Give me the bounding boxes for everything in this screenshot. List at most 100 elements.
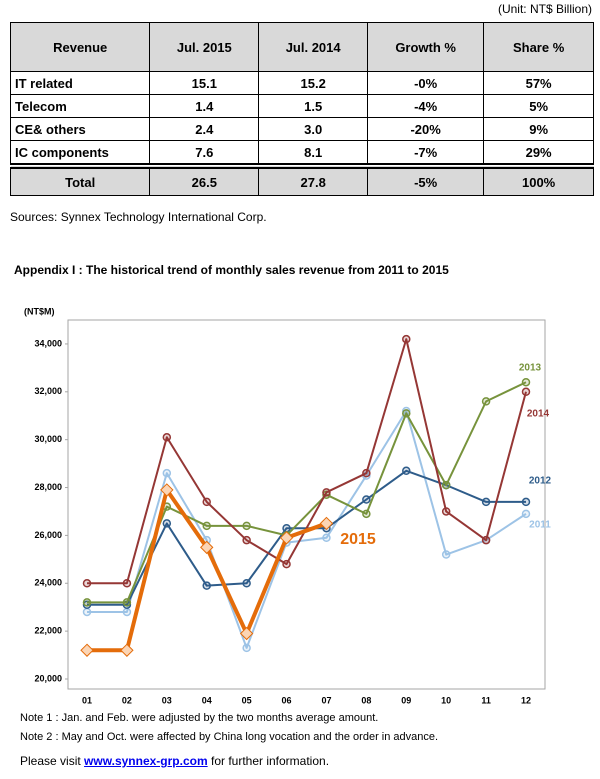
marker: [402, 466, 411, 476]
table-cell: 8.1: [258, 140, 369, 167]
table-cell: 5%: [483, 94, 594, 118]
table-cell: 15.1: [149, 71, 260, 95]
marker: [162, 433, 172, 442]
table-cell: 2.4: [149, 117, 260, 141]
table-cell: 100%: [483, 163, 594, 196]
table-cell: Jul. 2015: [149, 22, 260, 72]
table-cell: 7.6: [149, 140, 260, 167]
marker: [82, 607, 92, 617]
x-tick-label: 04: [202, 695, 212, 705]
marker: [441, 480, 451, 490]
marker: [162, 519, 172, 528]
table-cell: 27.8: [258, 163, 369, 196]
marker: [82, 579, 92, 588]
table-cell: -4%: [367, 94, 485, 118]
table-cell: 15.2: [258, 71, 369, 95]
table-cell: Telecom: [9, 94, 151, 118]
note: Note 1 : Jan. and Feb. were adjusted by …: [20, 712, 379, 724]
table-row: Revenue Jul. 2015 Jul. 2014 Growth % Share %: [9, 22, 594, 72]
y-tick-label: 26,000: [34, 530, 62, 540]
x-tick-label: 12: [521, 695, 531, 705]
marker: [122, 607, 132, 617]
table-cell: 57%: [483, 71, 594, 95]
marker: [242, 521, 251, 531]
marker: [322, 533, 331, 543]
y-tick-label: 22,000: [34, 626, 62, 636]
table-cell: Growth %: [367, 22, 485, 72]
table-cell: -20%: [367, 117, 485, 141]
table-row: IT related 15.1 15.2 -0% 57%: [9, 71, 594, 95]
marker: [481, 535, 491, 545]
series-line: [87, 409, 527, 649]
visit-text: Please visit: [20, 754, 81, 768]
marker: [122, 598, 132, 607]
table-cell: 29%: [483, 140, 594, 167]
marker: [282, 559, 291, 569]
table-cell: IC components: [9, 140, 151, 167]
marker: [202, 497, 211, 507]
marker: [122, 579, 132, 588]
marker: [200, 540, 214, 555]
table-cell: -0%: [367, 71, 485, 95]
marker: [80, 643, 94, 657]
x-tick-label: 06: [282, 695, 292, 705]
table-cell: CE& others: [9, 117, 151, 141]
appendix-title: Appendix I : The historical trend of mon…: [14, 263, 449, 277]
note: Note 2 : May and Oct. were affected by C…: [20, 731, 439, 743]
y-tick-label: 32,000: [34, 386, 62, 396]
marker: [402, 334, 411, 344]
table-cell: 9%: [483, 117, 594, 141]
table-row: Telecom 1.4 1.5 -4% 5%: [9, 94, 594, 118]
y-tick-label: 34,000: [34, 338, 62, 348]
marker: [362, 509, 371, 519]
y-tick-label: 20,000: [34, 673, 62, 683]
unit-note: (Unit: NT$ Billion): [497, 2, 592, 16]
marker: [319, 516, 334, 531]
y-tick-label: 28,000: [34, 482, 62, 492]
marker: [242, 579, 251, 588]
marker: [441, 507, 451, 516]
x-tick-label: 09: [401, 695, 411, 705]
marker: [322, 488, 331, 497]
marker: [242, 643, 251, 653]
sources: Sources: Synnex Technology International…: [10, 210, 267, 224]
marker: [441, 550, 451, 559]
x-tick-label: 02: [122, 695, 132, 705]
series-label: 2011: [529, 520, 551, 531]
table-cell: IT related: [9, 71, 151, 95]
table-cell: Share %: [483, 22, 594, 72]
series-line: [87, 338, 527, 585]
marker: [362, 495, 371, 504]
marker: [202, 521, 211, 531]
x-tick-label: 08: [361, 695, 371, 705]
series-label: 2014: [527, 409, 550, 420]
x-tick-label: 11: [481, 695, 491, 705]
marker: [282, 523, 291, 533]
table-cell: 1.4: [149, 94, 260, 118]
marker: [120, 643, 134, 657]
plot-area: [67, 319, 546, 690]
series-label: 2015: [340, 531, 376, 548]
visit-line: Please visit www.synnex-grp.com for furt…: [20, 754, 329, 768]
x-tick-label: 03: [162, 695, 172, 705]
y-tick-label: 24,000: [34, 578, 62, 588]
marker: [481, 397, 491, 406]
marker: [362, 468, 371, 478]
website-link[interactable]: www.synnex-grp.com: [84, 754, 208, 768]
marker: [402, 409, 411, 418]
x-tick-label: 01: [82, 695, 92, 705]
table-cell: -5%: [367, 163, 485, 196]
marker: [279, 531, 294, 545]
table-row: IC components 7.6 8.1 -7% 29%: [9, 140, 594, 167]
revenue-table: Revenue Jul. 2015 Jul. 2014 Growth % Share %…: [9, 22, 594, 196]
visit-text: for further information.: [210, 754, 330, 768]
x-tick-label: 05: [242, 695, 252, 705]
x-tick-label: 10: [441, 695, 451, 705]
table-cell: Total: [9, 163, 151, 196]
marker: [82, 598, 92, 607]
table-cell: 1.5: [258, 94, 369, 118]
y-axis-label: (NT$M): [24, 306, 55, 316]
table-cell: Revenue: [9, 22, 151, 72]
marker: [239, 626, 254, 641]
